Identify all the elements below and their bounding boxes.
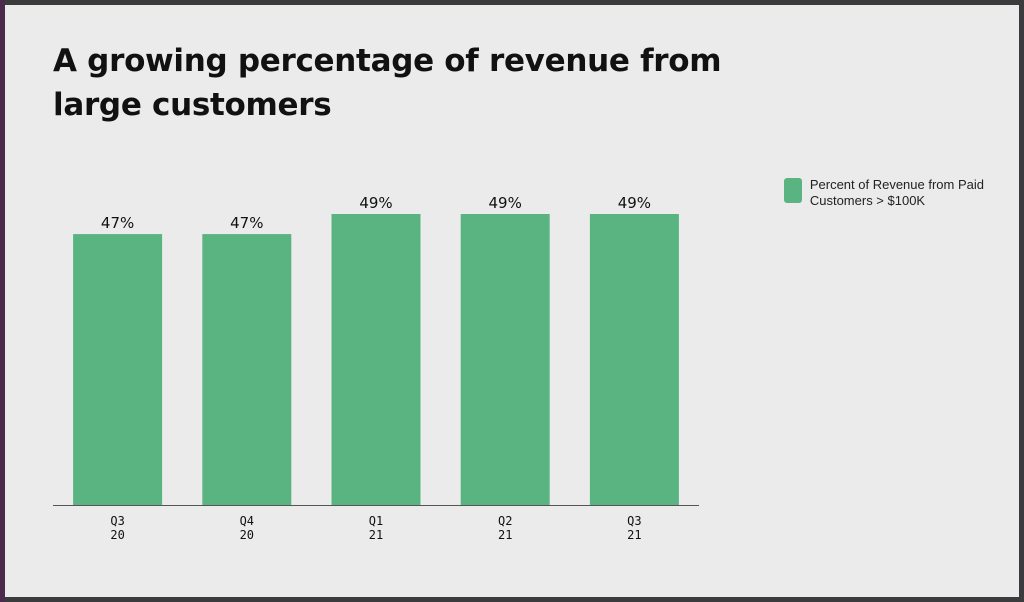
x-tick-label: 21 bbox=[627, 528, 641, 542]
x-tick-label: Q2 bbox=[498, 514, 512, 528]
slide: A growing percentage of revenue from lar… bbox=[5, 5, 1019, 597]
value-labels-group: 47% 47% 49% 49% 49% bbox=[101, 194, 651, 232]
x-tick-label: Q3 bbox=[627, 514, 641, 528]
x-tick-label: Q1 bbox=[369, 514, 383, 528]
bar bbox=[73, 234, 163, 505]
legend: Percent of Revenue from Paid Customers >… bbox=[784, 177, 1019, 209]
x-tick-label: 20 bbox=[240, 528, 254, 542]
bar-value-label: 49% bbox=[618, 194, 651, 212]
x-tick-label: Q3 bbox=[110, 514, 124, 528]
bar-value-label: 47% bbox=[101, 214, 134, 232]
bar bbox=[460, 214, 550, 505]
bar-value-label: 47% bbox=[230, 214, 263, 232]
x-tick-label: Q4 bbox=[240, 514, 254, 528]
bar bbox=[202, 234, 292, 505]
chart-title: A growing percentage of revenue from lar… bbox=[53, 43, 722, 123]
bars-group bbox=[73, 214, 679, 505]
bar-value-label: 49% bbox=[359, 194, 392, 212]
bar bbox=[589, 214, 679, 505]
x-tick-label: 21 bbox=[498, 528, 512, 542]
bar-value-label: 49% bbox=[489, 194, 522, 212]
slide-edge-strip bbox=[0, 0, 5, 602]
bar bbox=[331, 214, 421, 505]
x-tick-label: 20 bbox=[110, 528, 124, 542]
x-tick-label: 21 bbox=[369, 528, 383, 542]
legend-swatch bbox=[784, 178, 802, 203]
legend-label: Percent of Revenue from Paid Customers >… bbox=[809, 177, 984, 208]
